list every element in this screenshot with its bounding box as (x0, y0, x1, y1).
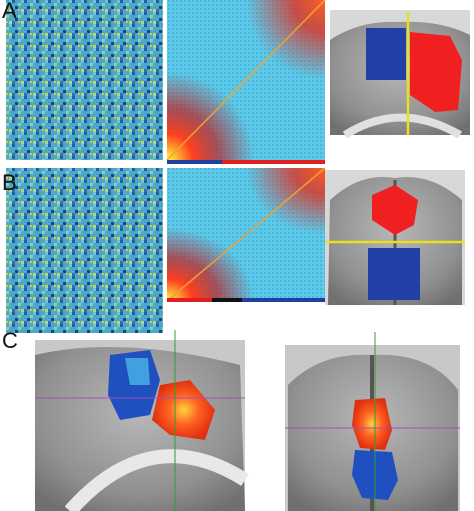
cluster-bar (212, 298, 242, 302)
orange-region (352, 398, 392, 450)
blue-region (125, 358, 150, 385)
cluster-bar (242, 298, 325, 302)
cluster-bar (167, 160, 222, 164)
red-region (372, 185, 418, 235)
panel-label: C (2, 328, 18, 353)
panel-label: B (2, 170, 17, 195)
white-matter (342, 113, 463, 139)
correlation-matrix (6, 0, 163, 160)
diagonal (166, 167, 326, 302)
blue-region (368, 248, 420, 300)
orange-region (152, 380, 215, 440)
cluster-bar (167, 298, 212, 302)
white-matter (64, 449, 249, 511)
diagonal (166, 0, 326, 161)
correlation-matrix (6, 168, 163, 333)
panel-label: A (2, 0, 17, 23)
blue-region (366, 28, 406, 80)
red-region (410, 32, 462, 112)
cluster-bar (222, 160, 325, 164)
